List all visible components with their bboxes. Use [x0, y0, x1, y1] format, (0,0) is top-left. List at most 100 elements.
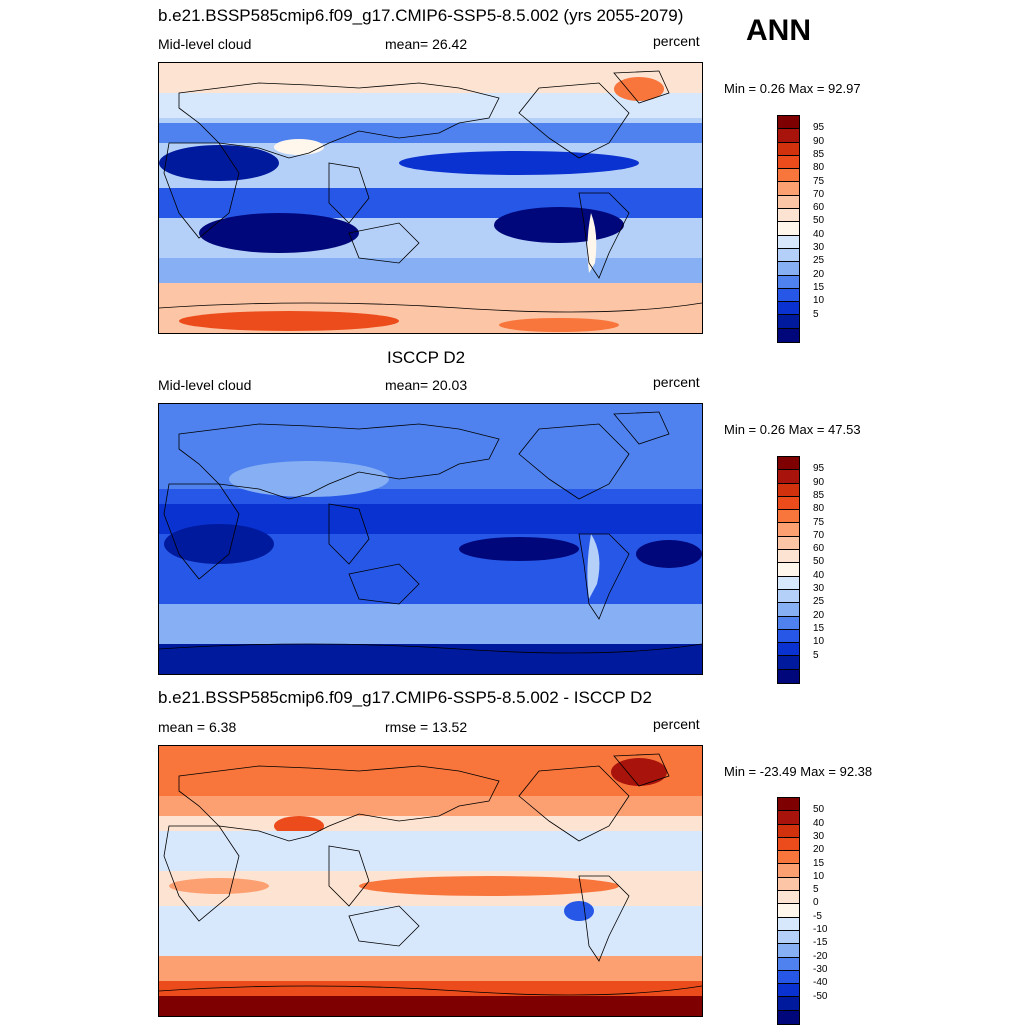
low-cloud-region: [459, 537, 579, 561]
colorbar-swatch: [778, 457, 799, 471]
colorbar-tick-label: 20: [813, 844, 825, 856]
colorbar-swatch: [778, 169, 799, 183]
colorbar-tick-label: 70: [813, 188, 825, 200]
colorbar-swatch: [778, 997, 799, 1011]
variable-label: Mid-level cloud: [158, 36, 252, 52]
subtropics-band: [159, 123, 702, 143]
colorbar-swatch: [778, 811, 799, 825]
coastlines: [159, 411, 702, 654]
colorbar-swatch: [778, 222, 799, 236]
colorbar-tick-label: 20: [813, 609, 825, 621]
mean-label: mean = 6.38: [158, 719, 237, 735]
colorbar-tick-label: 15: [813, 622, 825, 634]
colorbar-tick-label: 70: [813, 529, 825, 541]
low-cloud-region: [159, 145, 279, 181]
itcz-feature: [169, 878, 269, 894]
colorbar-tick-label: 5: [813, 308, 819, 320]
map-diff: [158, 745, 703, 1017]
colorbar-tick-label: 85: [813, 148, 825, 160]
map-plot: [159, 63, 702, 333]
colorbar-boxes: [777, 797, 800, 1025]
colorbar-swatch: [778, 944, 799, 958]
colorbar-swatch: [778, 182, 799, 196]
high-cloud-region: [499, 318, 619, 332]
andes-feature: [587, 534, 600, 599]
colorbar-tick-label: 80: [813, 503, 825, 515]
colorbar-tick-label: 50: [813, 804, 825, 816]
colorbar-swatch: [778, 798, 799, 812]
panel-title: b.e21.BSSP585cmip6.f09_g17.CMIP6-SSP5-8.…: [158, 6, 684, 25]
southern-ocean-band: [159, 956, 702, 981]
minmax-label: Min = 0.26 Max = 47.53: [724, 422, 861, 437]
tibet-feature: [274, 139, 324, 155]
colorbar-tick-label: 60: [813, 543, 825, 555]
colorbar-tick-label: 95: [813, 122, 825, 134]
colorbar-tick-label: 15: [813, 857, 825, 869]
colorbar-boxes: [777, 115, 800, 344]
colorbar-swatch: [778, 523, 799, 537]
colorbar-swatch: [778, 510, 799, 524]
colorbar-tick-label: -20: [813, 950, 828, 962]
colorbar-tick-label: 10: [813, 636, 825, 648]
nh-band: [159, 93, 702, 118]
low-cloud-region: [399, 151, 639, 175]
map-model: [158, 62, 703, 334]
greenland-feature: [629, 418, 669, 442]
colorbar: [777, 456, 800, 685]
colorbar-tick-label: 75: [813, 175, 825, 187]
colorbar-swatch: [778, 616, 799, 630]
colorbar-swatch: [778, 142, 799, 156]
colorbar-tick-label: -5: [813, 910, 822, 922]
colorbar-swatch: [778, 496, 799, 511]
colorbar-tick-label: -50: [813, 990, 828, 1002]
colorbar-tick-label: 80: [813, 162, 825, 174]
colorbar-tick-label: -30: [813, 963, 828, 975]
colorbar-swatch: [778, 328, 799, 343]
colorbar-tick-label: 5: [813, 884, 819, 896]
coastlines: [159, 753, 702, 996]
colorbar-swatch: [778, 877, 799, 892]
colorbar-tick-label: 90: [813, 476, 825, 488]
colorbar-tick-label: -15: [813, 937, 828, 949]
colorbar-tick-label: 20: [813, 268, 825, 280]
colorbar-tick-label: 90: [813, 135, 825, 147]
panel-title: ISCCP D2: [387, 348, 466, 367]
colorbar-swatch: [778, 235, 799, 249]
colorbar-swatch: [778, 248, 799, 263]
colorbar-tick-label: -10: [813, 924, 828, 935]
colorbar: [777, 797, 800, 1025]
nh-band: [159, 796, 702, 816]
colorbar-swatch: [778, 483, 799, 497]
colorbar-swatch: [778, 824, 799, 838]
colorbar-swatch: [778, 589, 799, 604]
colorbar-tick-label: 10: [813, 870, 825, 882]
colorbar-tick-label: 50: [813, 556, 825, 568]
colorbar-boxes: [777, 456, 800, 685]
low-cloud-region: [199, 213, 359, 253]
tropics-band: [159, 188, 702, 218]
colorbar-swatch: [778, 957, 799, 971]
colorbar-swatch: [778, 891, 799, 905]
colorbar-swatch: [778, 275, 799, 289]
units-label: percent: [653, 716, 700, 732]
colorbar: [777, 115, 800, 344]
colorbar-swatch: [778, 984, 799, 998]
colorbar-swatch: [778, 129, 799, 143]
antarctic-band: [159, 644, 702, 674]
panel-title: b.e21.BSSP585cmip6.f09_g17.CMIP6-SSP5-8.…: [158, 688, 652, 707]
itcz-feature: [359, 876, 619, 896]
colorbar-swatch: [778, 470, 799, 484]
colorbar-swatch: [778, 904, 799, 918]
colorbar-tick-label: 75: [813, 516, 825, 528]
mean-label: mean= 26.42: [385, 36, 468, 52]
colorbar-swatch: [778, 603, 799, 617]
colorbar-tick-label: 25: [813, 255, 825, 267]
southern-band: [159, 604, 702, 644]
colorbar-swatch: [778, 195, 799, 210]
colorbar-tick-label: 30: [813, 583, 825, 594]
low-cloud-region: [494, 207, 624, 243]
variable-label: Mid-level cloud: [158, 377, 252, 393]
colorbar-swatch: [778, 643, 799, 657]
minmax-label: Min = -23.49 Max = 92.38: [724, 764, 873, 779]
colorbar-tick-label: 40: [813, 569, 825, 581]
